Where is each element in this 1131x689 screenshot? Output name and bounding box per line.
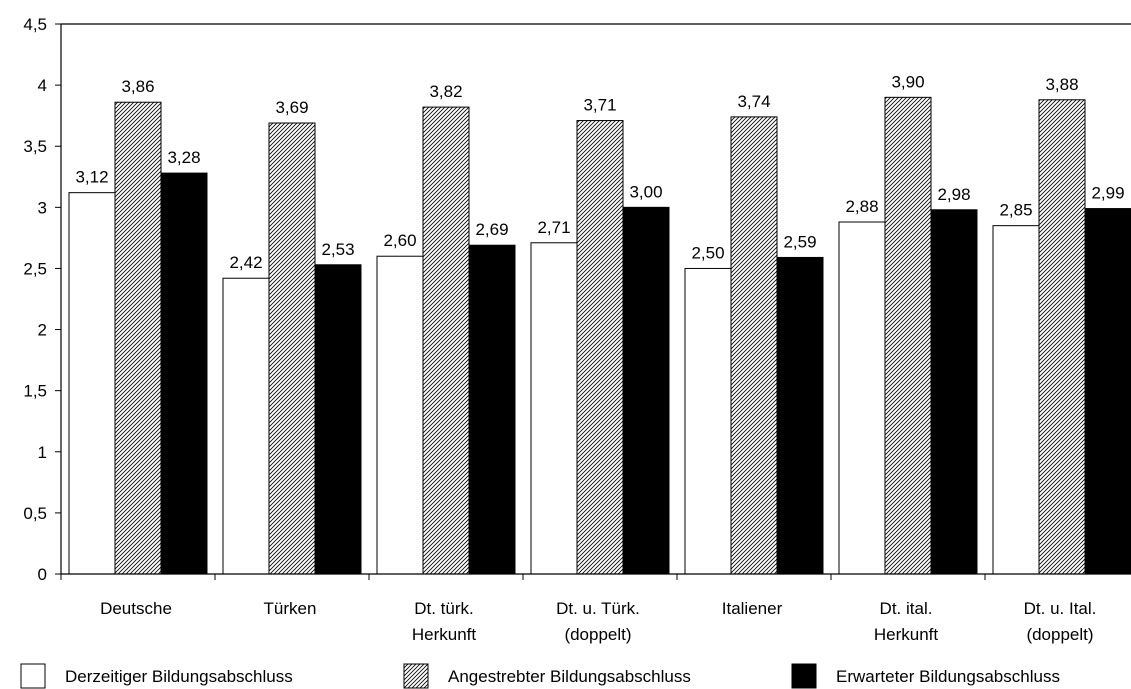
y-tick-label: 1,5 [23, 382, 47, 401]
data-label: 3,69 [275, 98, 308, 117]
bar [992, 225, 1040, 575]
x-category-label: Dt. u. Ital. [1024, 599, 1097, 618]
bar [160, 172, 208, 575]
bar [314, 264, 362, 575]
data-label: 2,69 [475, 220, 508, 239]
bar [1038, 99, 1086, 575]
x-category-label: Herkunft [412, 625, 477, 644]
data-label: 3,82 [429, 82, 462, 101]
data-label: 3,71 [583, 96, 616, 115]
bar [422, 106, 470, 575]
bar [376, 255, 424, 575]
x-category-label: Herkunft [874, 625, 939, 644]
x-category-label: Deutsche [100, 599, 172, 618]
legend: Derzeitiger Bildungsabschluss Angestrebte… [20, 663, 1060, 689]
legend-label: Erwarteter Bildungsabschluss [836, 667, 1060, 686]
data-label: 2,59 [783, 232, 816, 251]
x-category-label: Dt. ital. [880, 599, 933, 618]
bar [222, 277, 270, 575]
data-label: 3,86 [121, 77, 154, 96]
data-label: 2,50 [691, 243, 724, 262]
y-tick-label: 3,5 [23, 137, 47, 156]
bar [622, 206, 670, 575]
y-tick-label: 0 [38, 565, 47, 584]
data-label: 2,53 [321, 240, 354, 259]
data-label: 3,28 [167, 148, 200, 167]
x-category-label: Dt. u. Türk. [556, 599, 640, 618]
data-label: 2,85 [999, 201, 1032, 220]
x-category-label: (doppelt) [1026, 625, 1093, 644]
data-label: 2,99 [1091, 184, 1124, 203]
data-label: 2,60 [383, 231, 416, 250]
y-tick-label: 2 [38, 321, 47, 340]
y-tick-label: 4,5 [23, 15, 47, 34]
data-label: 3,74 [737, 92, 770, 111]
data-label: 3,88 [1045, 75, 1078, 94]
y-tick-label: 1 [38, 443, 47, 462]
bar [68, 192, 116, 575]
data-label: 2,98 [937, 185, 970, 204]
x-category-label: Türken [264, 599, 317, 618]
bar [684, 267, 732, 575]
legend-label: Derzeitiger Bildungsabschluss [65, 667, 293, 686]
legend-swatch [791, 663, 817, 689]
bar [114, 101, 162, 575]
data-label: 2,42 [229, 253, 262, 272]
data-label: 3,90 [891, 72, 924, 91]
bar [268, 122, 316, 575]
legend-swatch [403, 663, 429, 689]
y-axis: 00,511,522,533,544,5 [23, 15, 1131, 584]
data-label: 2,71 [537, 218, 570, 237]
y-tick-label: 3 [38, 198, 47, 217]
bar [1084, 208, 1131, 575]
data-labels: 3,12 2,42 2,60 2,71 2,50 2,88 2,85 3,86 3,69 3,82… [75, 72, 1124, 272]
legend-label: Angestrebter Bildungsabschluss [448, 667, 691, 686]
bar [730, 116, 778, 575]
data-label: 3,12 [75, 168, 108, 187]
y-tick-label: 0,5 [23, 504, 47, 523]
x-category-label: Dt. türk. [414, 599, 474, 618]
data-label: 3,00 [629, 182, 662, 201]
bar [930, 209, 978, 575]
bar [884, 96, 932, 575]
x-category-label: (doppelt) [564, 625, 631, 644]
bar [530, 242, 578, 575]
y-tick-label: 2,5 [23, 259, 47, 278]
bar [468, 244, 516, 575]
x-category-label: Italiener [722, 599, 783, 618]
bar [776, 256, 824, 575]
bar [576, 120, 624, 575]
bars [68, 96, 1131, 575]
x-axis: Deutsche Türken Dt. türk. Herkunft Dt. u. Tü… [60, 573, 1131, 644]
bar [838, 221, 886, 575]
data-label: 2,88 [845, 197, 878, 216]
legend-swatch [20, 663, 46, 689]
y-tick-label: 4 [38, 76, 47, 95]
